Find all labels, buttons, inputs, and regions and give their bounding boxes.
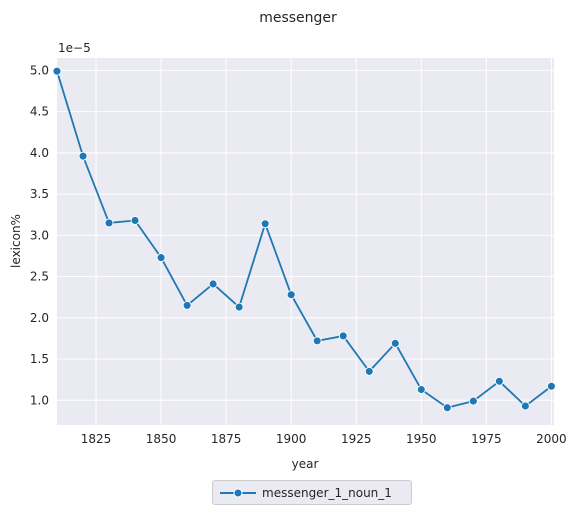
data-point: [312, 336, 322, 346]
x-axis-label: year: [292, 457, 319, 471]
data-point: [494, 376, 504, 386]
y-tick-label: 5.0: [30, 63, 49, 77]
x-tick-label: 1875: [211, 432, 242, 446]
data-point: [364, 366, 374, 376]
tick-labels: 1825 1850 1875 1900 1925 1950 1975 2000 1.0 1.5 2.…: [30, 63, 567, 446]
legend-label: messenger_1_noun_1: [262, 485, 392, 500]
y-tick-label: 4.5: [30, 105, 49, 119]
x-tick-label: 1925: [341, 432, 372, 446]
data-point: [416, 385, 426, 394]
data-point: [104, 218, 114, 228]
data-point: [520, 401, 530, 411]
y-scale-label: 1e−5: [58, 41, 91, 55]
data-point: [130, 216, 140, 225]
series-group: [52, 66, 556, 413]
y-tick-label: 4.0: [30, 146, 49, 160]
y-tick-label: 2.5: [30, 270, 49, 284]
y-tick-label: 1.0: [30, 393, 49, 407]
data-point: [260, 219, 270, 229]
legend: messenger_1_noun_1: [212, 480, 412, 505]
plot-area: [57, 58, 554, 425]
data-point: [156, 253, 166, 263]
y-tick-label: 3.0: [30, 228, 49, 242]
x-tick-label: 1950: [406, 432, 437, 446]
chart-title: messenger: [259, 10, 337, 26]
data-point: [78, 151, 88, 161]
data-point: [442, 403, 452, 413]
data-point: [338, 331, 348, 341]
legend-line-marker-icon: [220, 488, 256, 497]
data-point: [52, 66, 62, 76]
series-line: [56, 70, 552, 409]
x-tick-label: 1825: [81, 432, 112, 446]
x-tick-label: 1850: [146, 432, 177, 446]
data-point: [390, 338, 400, 348]
x-tick-label: 1900: [276, 432, 307, 446]
y-tick-label: 1.5: [30, 352, 49, 366]
x-tick-label: 2000: [536, 432, 567, 446]
y-tick-label: 3.5: [30, 187, 49, 201]
grid-lines: [57, 58, 554, 425]
data-point: [546, 381, 556, 391]
y-tick-label: 2.0: [30, 311, 49, 325]
data-point: [468, 396, 478, 406]
data-point: [208, 279, 218, 289]
data-point: [234, 302, 244, 312]
y-axis-label: lexicon%: [9, 214, 23, 268]
x-tick-label: 1975: [471, 432, 502, 446]
data-point: [286, 290, 296, 300]
data-point: [182, 300, 192, 310]
